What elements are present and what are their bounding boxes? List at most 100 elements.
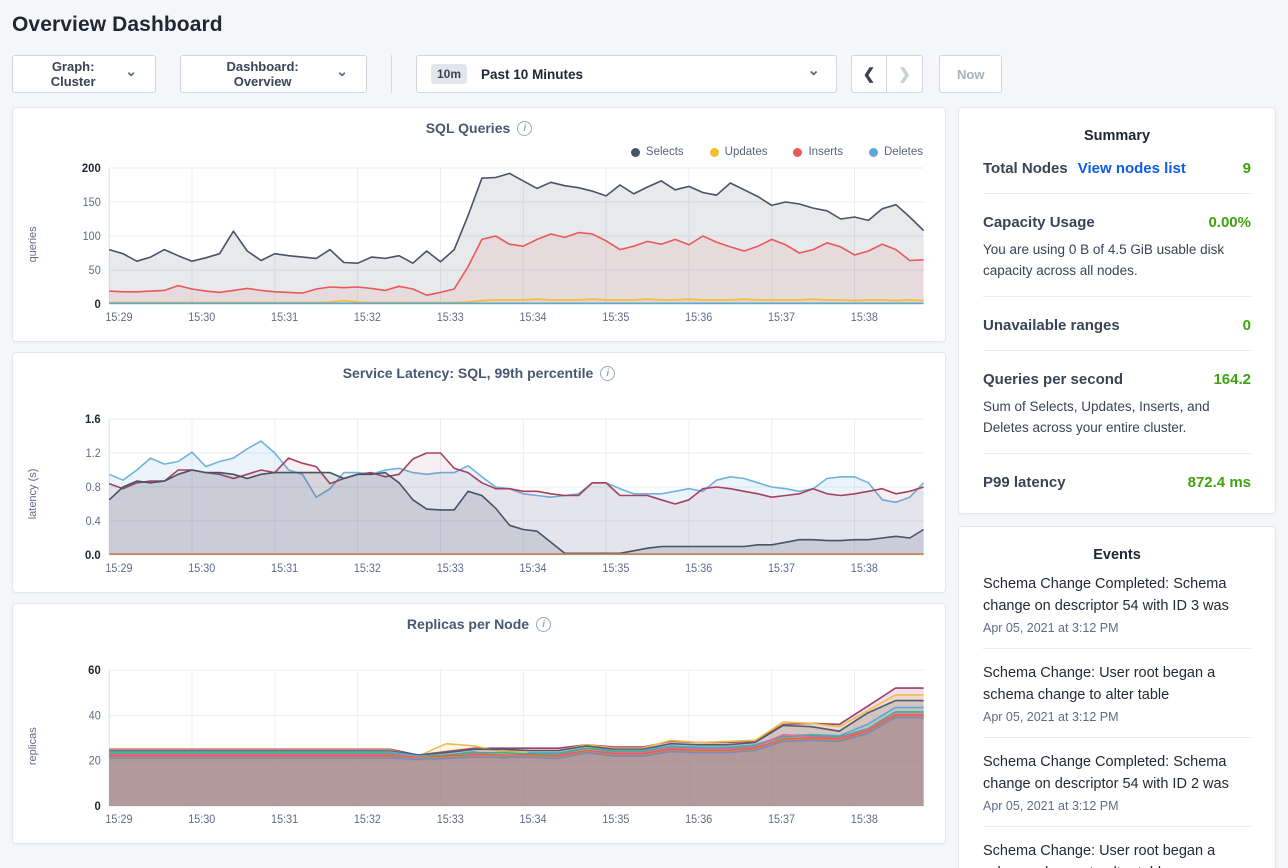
svg-text:15:36: 15:36 <box>685 814 712 826</box>
info-icon[interactable]: i <box>600 365 616 381</box>
svg-text:15:32: 15:32 <box>354 814 381 826</box>
legend-item[interactable]: Deletes <box>869 146 923 158</box>
previous-time-window-button[interactable]: ❮ <box>851 55 887 93</box>
replicas-per-node-chart-card: Replicas per Node i replicas 15:29 15:30 1… <box>12 603 946 844</box>
sql-queries-chart-card: SQL Queries i Selects Updates Inserts Delet… <box>12 107 946 342</box>
svg-text:15:32: 15:32 <box>354 563 381 575</box>
service-latency-chart[interactable]: 15:29 15:30 15:31 15:32 15:33 15:34 15:35 15:36… <box>49 411 933 581</box>
summary-divider <box>983 349 1251 351</box>
info-icon[interactable]: i <box>517 120 533 136</box>
chart-title-text: Service Latency: SQL, 99th percentile <box>342 365 594 381</box>
graph-dropdown-label: Graph: Cluster <box>50 59 96 89</box>
event-message: Schema Change Completed: Schema change o… <box>983 575 1229 615</box>
chart-legend: Selects Updates Inserts Deletes <box>25 138 933 160</box>
legend-dot-icon <box>630 147 640 157</box>
dashboard-dropdown-label: Dashboard: Overview <box>226 59 299 89</box>
legend-label: Selects <box>645 146 684 158</box>
event-message: Schema Change: User root began a schema … <box>983 842 1216 868</box>
info-icon[interactable]: i <box>536 616 552 632</box>
svg-text:15:37: 15:37 <box>768 312 795 324</box>
page-header: Overview Dashboard <box>0 0 1288 41</box>
svg-text:15:35: 15:35 <box>602 312 629 324</box>
svg-text:15:29: 15:29 <box>105 312 132 324</box>
legend-item[interactable]: Inserts <box>793 146 843 158</box>
event-timestamp[interactable]: Apr 05, 2021 at 3:12 PM <box>983 798 1119 813</box>
events-panel: Events Schema Change Completed: Schema c… <box>958 525 1276 868</box>
legend-dot-icon <box>709 147 719 157</box>
summary-title: Summary <box>1083 128 1151 144</box>
svg-text:15:38: 15:38 <box>851 814 878 826</box>
event-timestamp[interactable]: Apr 05, 2021 at 3:12 PM <box>983 620 1119 635</box>
svg-text:0.0: 0.0 <box>85 549 101 562</box>
summary-divider <box>983 193 1251 194</box>
summary-row: Unavailable ranges 0 <box>983 311 1251 336</box>
svg-text:15:36: 15:36 <box>685 312 712 324</box>
svg-text:150: 150 <box>83 197 101 209</box>
legend-dot-icon <box>793 147 803 157</box>
svg-text:40: 40 <box>89 710 101 722</box>
summary-label: Queries per second <box>983 370 1124 388</box>
toolbar: Graph: Cluster ⌄ Dashboard: Overview ⌄ 1… <box>0 41 1288 103</box>
service-latency-chart-title: Service Latency: SQL, 99th percentile i <box>343 365 616 381</box>
event-timestamp[interactable]: Apr 05, 2021 at 3:12 PM <box>983 709 1119 724</box>
legend-label: Deletes <box>884 146 923 158</box>
chart-title-text: Replicas per Node <box>406 616 530 632</box>
svg-text:15:31: 15:31 <box>271 814 298 826</box>
svg-text:15:36: 15:36 <box>685 563 712 575</box>
sidebar-column: Summary Total Nodes View nodes list 9 Capac… <box>958 107 1276 868</box>
svg-text:15:35: 15:35 <box>602 814 629 826</box>
time-range-label: Past 10 Minutes <box>481 66 584 82</box>
main-content: SQL Queries i Selects Updates Inserts Delet… <box>0 103 1288 868</box>
graph-dropdown[interactable]: Graph: Cluster ⌄ <box>12 55 156 93</box>
summary-panel: Summary Total Nodes View nodes list 9 Capac… <box>958 107 1276 514</box>
chevron-left-icon: ❮ <box>862 66 876 83</box>
svg-text:15:30: 15:30 <box>188 312 215 324</box>
y-axis-label: latency (s) <box>27 468 39 519</box>
svg-text:200: 200 <box>82 162 101 175</box>
legend-item[interactable]: Updates <box>709 146 767 158</box>
svg-text:60: 60 <box>88 664 101 677</box>
toolbar-divider <box>391 55 392 93</box>
svg-text:1.2: 1.2 <box>86 448 101 460</box>
event-item: Schema Change: User root began a schema … <box>983 662 1251 724</box>
event-item: Schema Change Completed: Schema change o… <box>983 573 1251 635</box>
svg-text:15:29: 15:29 <box>105 814 132 826</box>
summary-row: Queries per second 164.2 Sum of Selects, U… <box>983 365 1251 439</box>
summary-value: 164.2 <box>1213 370 1251 388</box>
summary-row: Capacity Usage 0.00% You are using 0 B of … <box>983 208 1251 282</box>
y-axis-label: queries <box>27 225 39 262</box>
time-range-select[interactable]: 10m Past 10 Minutes ⌄ <box>416 55 837 93</box>
svg-text:15:37: 15:37 <box>768 814 795 826</box>
legend-label: Inserts <box>808 146 843 158</box>
view-nodes-link[interactable]: View nodes list <box>1077 160 1186 177</box>
sql-queries-chart[interactable]: 15:29 15:30 15:31 15:32 15:33 15:34 15:35 15:36… <box>49 160 933 330</box>
summary-value: 9 <box>1242 160 1251 177</box>
service-latency-chart-card: Service Latency: SQL, 99th percentile i … <box>12 352 946 593</box>
summary-value: 872.4 ms <box>1187 473 1251 491</box>
chevron-down-icon: ⌄ <box>807 62 820 79</box>
svg-text:15:34: 15:34 <box>520 312 547 324</box>
dashboard-dropdown[interactable]: Dashboard: Overview ⌄ <box>180 55 367 93</box>
svg-text:15:31: 15:31 <box>271 312 298 324</box>
summary-value: 0 <box>1242 316 1251 334</box>
summary-divider <box>983 295 1251 297</box>
charts-column: SQL Queries i Selects Updates Inserts Delet… <box>12 107 946 844</box>
svg-text:100: 100 <box>83 231 101 243</box>
svg-text:1.6: 1.6 <box>85 413 101 426</box>
summary-label: Capacity Usage <box>983 214 1095 231</box>
replicas-per-node-chart[interactable]: 15:29 15:30 15:31 15:32 15:33 15:34 15:35 15:36… <box>49 662 933 832</box>
svg-text:0.4: 0.4 <box>86 516 101 528</box>
event-message: Schema Change: User root began a schema … <box>983 664 1216 704</box>
svg-text:15:32: 15:32 <box>354 312 381 324</box>
chevron-down-icon: ⌄ <box>125 63 137 79</box>
legend-item[interactable]: Selects <box>630 146 684 158</box>
event-divider <box>983 825 1251 827</box>
svg-text:15:35: 15:35 <box>602 563 629 575</box>
summary-rows: Total Nodes View nodes list 9 Capacity Usag… <box>983 154 1251 493</box>
now-button[interactable]: Now <box>939 55 1003 93</box>
svg-text:15:37: 15:37 <box>768 563 795 575</box>
next-time-window-button[interactable]: ❯ <box>887 55 923 93</box>
event-message: Schema Change Completed: Schema change o… <box>983 753 1229 793</box>
summary-label: Total Nodes <box>983 160 1068 177</box>
summary-description: Sum of Selects, Updates, Inserts, and De… <box>983 398 1210 435</box>
